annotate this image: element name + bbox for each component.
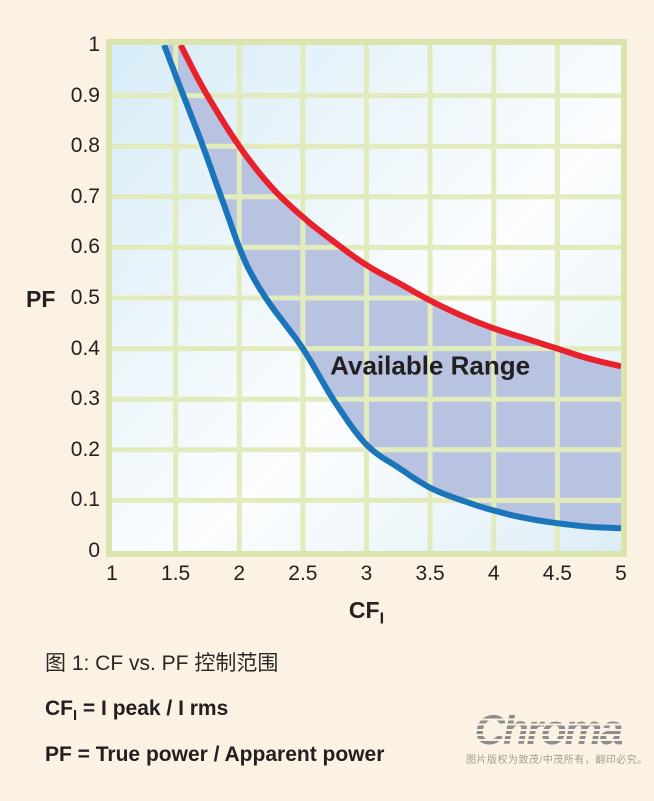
y-tick: 0 (88, 539, 100, 562)
available-range-fill (164, 45, 621, 529)
x-tick: 2.5 (288, 562, 318, 585)
x-tick: 1.5 (161, 562, 191, 585)
x-tick: 1 (106, 562, 118, 585)
figure-caption: 图 1: CF vs. PF 控制范围 (45, 652, 279, 675)
x-tick: 3 (360, 562, 373, 585)
y-tick: 0.6 (70, 235, 100, 259)
x-axis-label-subscript: I (379, 609, 385, 628)
logo-copyright: 图片版权为致茂/中茂所有，翻印必究。 (466, 755, 648, 766)
y-tick: 0.1 (70, 488, 100, 512)
formula-cf: CFI = I peak / I rms (45, 697, 228, 724)
formula-cf-subscript: I (73, 708, 78, 725)
upper-limit-curve (178, 45, 621, 370)
x-tick: 2 (233, 562, 246, 585)
y-tick: 0.4 (70, 336, 100, 360)
y-tick: 1 (88, 33, 100, 56)
y-tick: 0.2 (70, 437, 100, 461)
available-range-label: Available Range (330, 350, 531, 381)
y-axis-label-pf: PF (26, 286, 56, 312)
plot-svg (112, 45, 621, 551)
formula-pf: PF = True power / Apparent power (45, 743, 385, 766)
x-axis-label-cfi: CFI (106, 597, 627, 629)
x-axis-label-main: CF (348, 597, 380, 623)
x-tick: 4.5 (542, 562, 572, 585)
plot-area (106, 39, 627, 557)
x-tick: 4 (487, 562, 500, 585)
formula-cf-rest: = I peak / I rms (77, 697, 229, 720)
x-tick: 3.5 (415, 562, 445, 585)
lower-limit-curve (161, 45, 621, 532)
y-tick: 0.3 (70, 387, 100, 411)
x-tick: 5 (615, 562, 627, 585)
y-tick: 0.5 (70, 286, 100, 309)
chroma-logo: Chroma 图片版权为致茂/中茂所有，翻印必究。 (466, 706, 648, 767)
y-tick: 0.9 (70, 83, 100, 107)
formula-cf-main: CF (45, 697, 73, 720)
chroma-wordmark: Chroma (474, 706, 623, 753)
y-tick: 0.7 (70, 184, 100, 208)
y-tick: 0.8 (70, 134, 100, 158)
